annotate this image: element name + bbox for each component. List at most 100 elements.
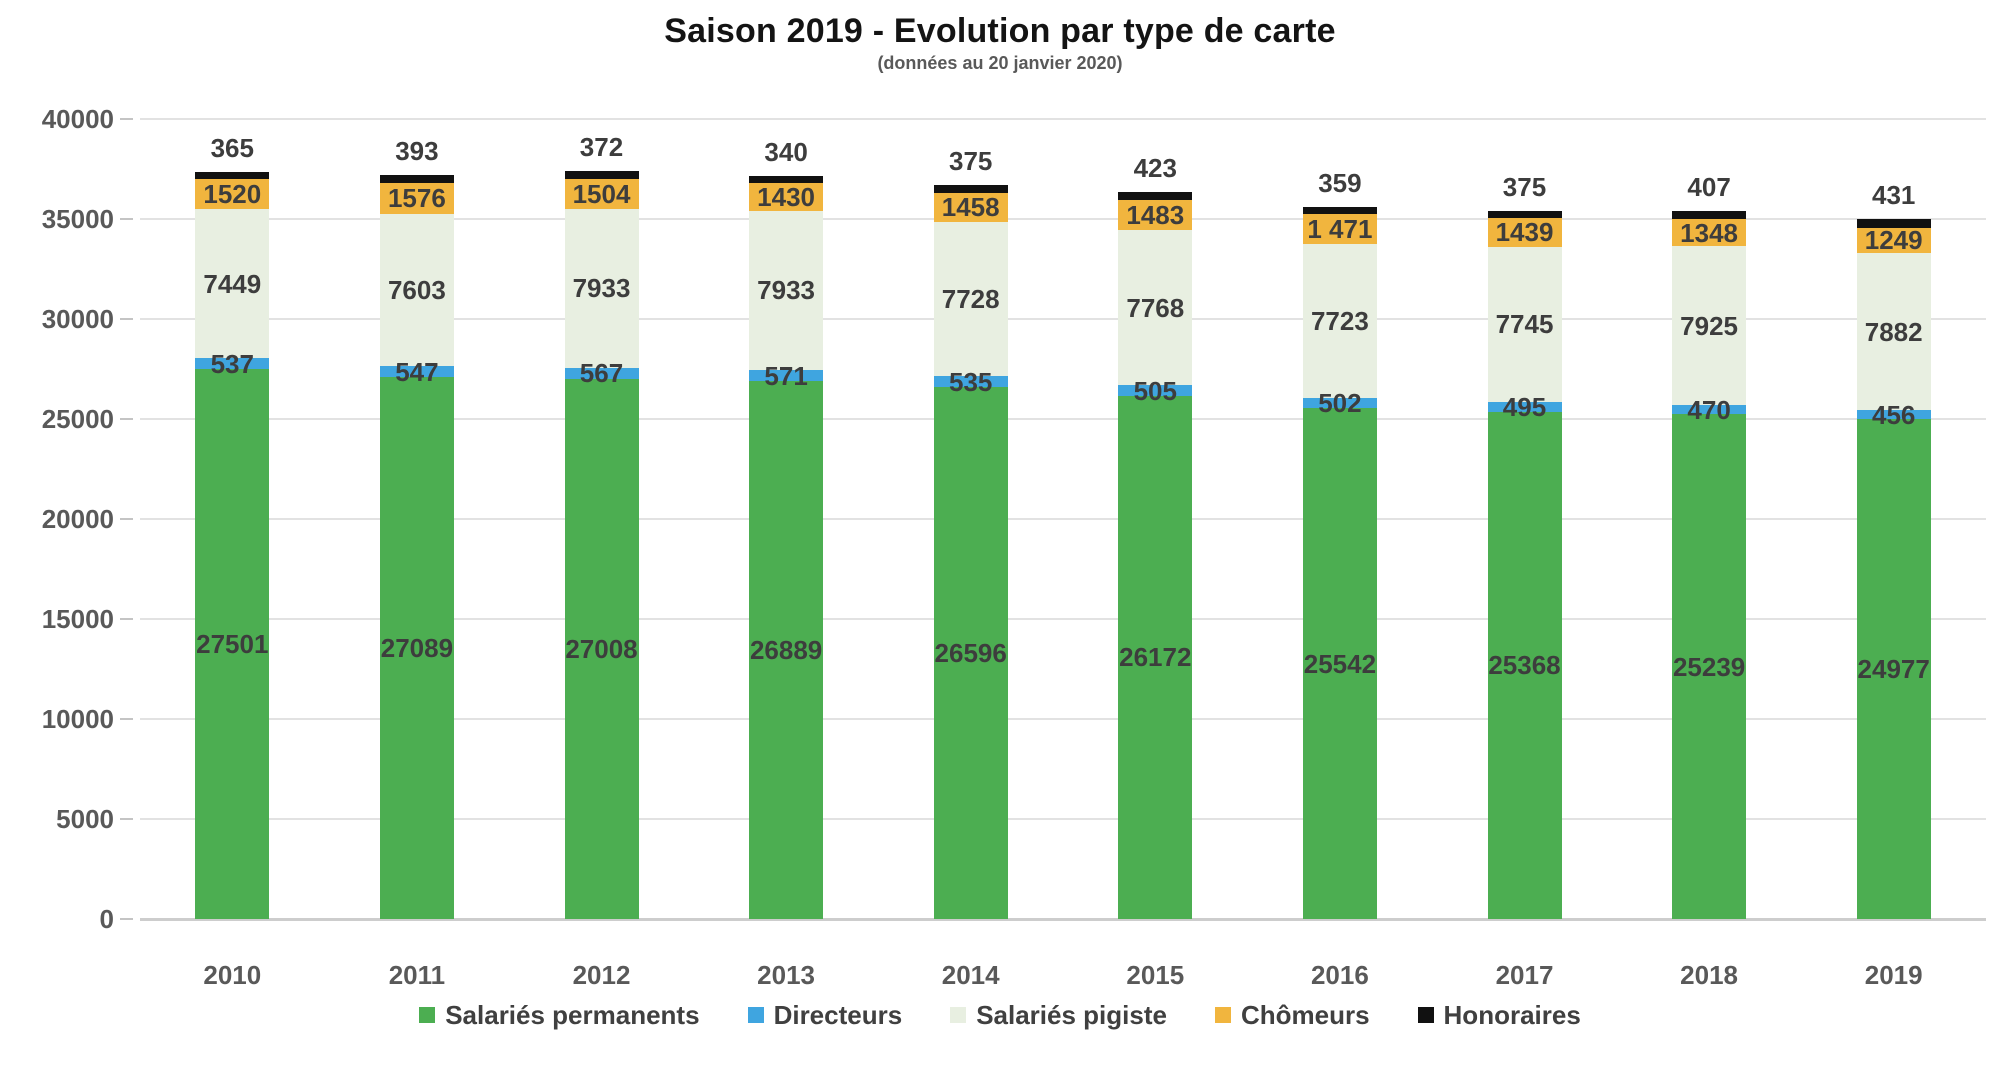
bar-segment (379, 377, 454, 919)
bar-segment (1118, 385, 1193, 396)
y-axis-label: 40000 (41, 104, 114, 134)
bar-value-label: 359 (1318, 168, 1362, 199)
x-axis-label: 2013 (757, 960, 816, 990)
legend-swatch-icon (950, 1007, 967, 1023)
bar-value-label: 7933 (572, 273, 631, 304)
gridline (140, 718, 1986, 720)
y-axis-tick (120, 518, 133, 520)
bar-segment (933, 376, 1008, 388)
bar-segment (1672, 211, 1747, 220)
bar-value-label: 537 (210, 348, 254, 379)
bar-segment (1672, 246, 1747, 405)
y-axis-label: 35000 (41, 204, 114, 234)
bar-segment (933, 387, 1008, 919)
x-axis-label: 2010 (203, 960, 262, 990)
bar-value-label: 495 (1502, 391, 1547, 422)
gridline (140, 518, 1986, 520)
bar-value-label: 27089 (380, 633, 454, 664)
bar-value-label: 25542 (1303, 648, 1377, 679)
bar-value-label: 25239 (1672, 651, 1746, 682)
chart-subtitle: (données au 20 janvier 2020) (877, 53, 1123, 73)
bar-value-label: 1576 (387, 183, 446, 214)
x-axis-label: 2018 (1680, 960, 1739, 990)
gridline (140, 618, 1986, 620)
bar-segment (749, 175, 824, 183)
bar-value-label: 27501 (196, 628, 269, 659)
gridline (140, 418, 1986, 420)
bar-segment (1487, 218, 1562, 247)
bar-value-label: 26172 (1119, 642, 1192, 673)
bar-value-label: 571 (764, 360, 808, 391)
bar-segment (1672, 219, 1747, 247)
bar-segment (1856, 227, 1931, 253)
legend-label: Salariés permanents (445, 1000, 700, 1030)
bar-value-label: 423 (1133, 152, 1177, 183)
y-axis-label: 10000 (41, 704, 114, 734)
legend-swatch-icon (747, 1007, 764, 1023)
chart-title: Saison 2019 - Evolution par type de cart… (664, 12, 1336, 50)
bar-segment (1856, 419, 1931, 919)
x-axis-label: 2017 (1495, 960, 1554, 990)
bar-segment (749, 182, 824, 212)
bar-value-label: 1483 (1126, 200, 1185, 231)
x-axis-label: 2015 (1126, 960, 1185, 990)
y-axis-tick (120, 718, 133, 720)
bar-value-label: 365 (210, 132, 254, 163)
y-axis-label: 20000 (41, 504, 114, 534)
gridline (140, 118, 1986, 120)
bar-value-label: 1520 (203, 179, 262, 210)
y-axis-tick (120, 818, 133, 820)
x-axis-label: 2012 (572, 960, 631, 990)
bar-value-label: 7728 (941, 284, 1000, 315)
y-axis-label: 0 (99, 904, 114, 934)
y-axis-tick (120, 318, 133, 320)
bar-segment (1302, 408, 1377, 919)
bar-value-label: 535 (948, 366, 993, 397)
bar-value-label: 26889 (749, 635, 823, 666)
legend-swatch-icon (1214, 1007, 1231, 1023)
bar-value-label: 25368 (1488, 650, 1561, 681)
y-axis-label: 30000 (41, 304, 114, 334)
bar-segment (749, 381, 824, 919)
bar-value-label: 505 (1133, 375, 1177, 406)
bar-segment (1118, 192, 1193, 201)
bar-value-label: 1348 (1680, 217, 1739, 248)
bar-value-label: 7449 (203, 268, 262, 299)
bar-value-label: 375 (948, 146, 993, 177)
bar-segment (195, 178, 270, 210)
legend: Salariés permanents Directeurs Salariés pi… (0, 1002, 2000, 1028)
y-axis-tick (120, 618, 133, 620)
bar-segment (564, 367, 639, 379)
bar-segment (1302, 207, 1377, 215)
bar-value-label: 1458 (941, 192, 1000, 223)
bar-segment (1487, 401, 1562, 412)
bar-value-label: 393 (395, 135, 439, 166)
bar-segment (564, 378, 639, 919)
bar-segment (379, 182, 454, 215)
bar-segment (1487, 411, 1562, 919)
x-axis-label: 2014 (941, 960, 1000, 990)
bar-value-label: 7933 (757, 275, 816, 306)
bar-segment (1856, 219, 1931, 228)
bar-value-label: 7723 (1310, 305, 1369, 336)
bar-value-label: 27008 (565, 633, 638, 664)
bar-value-label: 340 (764, 136, 808, 167)
bar-value-label: 1 471 (1307, 213, 1373, 244)
bar-value-label: 502 (1318, 388, 1362, 419)
gridline (140, 818, 1986, 820)
x-axis-line (140, 918, 1986, 921)
bar-segment (1672, 414, 1747, 919)
legend-item: Salariés pigiste (950, 1002, 1167, 1028)
bar-segment (1302, 214, 1377, 244)
legend-label: Honoraires (1443, 1000, 1581, 1030)
bar-segment (379, 366, 454, 378)
bar-value-label: 7882 (1864, 316, 1923, 347)
legend-item: Chômeurs (1214, 1002, 1370, 1028)
bar-segment (1487, 210, 1562, 219)
legend-label: Directeurs (773, 1000, 903, 1030)
legend-item: Honoraires (1417, 1000, 1581, 1030)
bar-segment (379, 174, 454, 183)
bar-value-label: 1504 (572, 178, 631, 209)
bar-segment (1672, 404, 1747, 415)
bar-value-label: 7768 (1126, 292, 1185, 323)
